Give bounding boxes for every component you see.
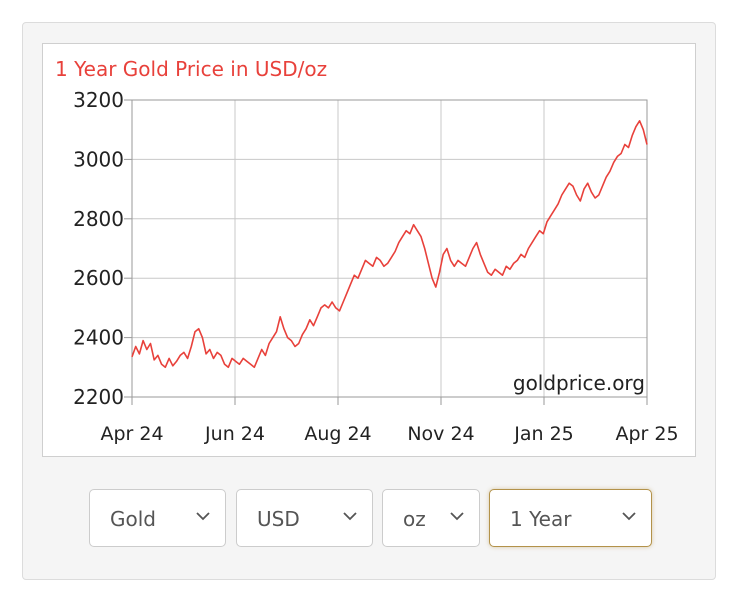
gold-price-line: [131, 120, 648, 369]
y-tick-label: 2800: [73, 207, 124, 231]
chart-title: 1 Year Gold Price in USD/oz: [55, 57, 327, 81]
y-tick-label: 3000: [73, 147, 124, 171]
unit-select[interactable]: oz: [382, 489, 480, 547]
period-select[interactable]: 1 Year: [489, 489, 652, 547]
y-tick-label: 3200: [73, 88, 124, 112]
currency-select[interactable]: USD: [236, 489, 373, 547]
chevron-down-icon: [196, 512, 210, 521]
chevron-down-icon: [450, 512, 464, 521]
x-tick-label: Jun 24: [204, 423, 265, 445]
chevron-down-icon: [343, 512, 357, 521]
unit-select-value: oz: [403, 507, 426, 531]
metal-select[interactable]: Gold: [89, 489, 226, 547]
x-tick-label: Jan 25: [513, 423, 574, 445]
watermark: goldprice.org: [513, 371, 645, 395]
y-tick-label: 2600: [73, 266, 124, 290]
chart-container: 1 Year Gold Price in USD/oz 3200 3000 2800…: [42, 43, 696, 457]
chevron-down-icon: [622, 512, 636, 521]
period-select-value: 1 Year: [510, 507, 572, 531]
y-tick-label: 2200: [73, 385, 124, 409]
gold-price-chart: 1 Year Gold Price in USD/oz 3200 3000 2800…: [55, 57, 679, 445]
y-tick-label: 2400: [73, 326, 124, 350]
x-tick-label: Nov 24: [407, 423, 474, 445]
x-tick-label: Apr 24: [100, 423, 163, 445]
x-tick-label: Apr 25: [615, 423, 678, 445]
currency-select-value: USD: [257, 507, 300, 531]
metal-select-value: Gold: [110, 507, 156, 531]
x-tick-label: Aug 24: [304, 423, 371, 445]
